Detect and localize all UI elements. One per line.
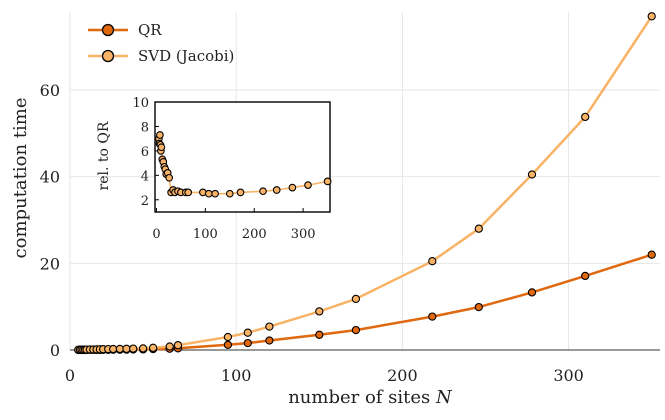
inset-y-tick-label: 8 <box>141 120 149 135</box>
data-point-qr <box>474 302 483 312</box>
inset-data-point <box>259 187 267 196</box>
inset-x-tick-label: 0 <box>152 227 160 242</box>
inset-data-point <box>204 189 213 198</box>
main-series <box>74 12 656 355</box>
inset-tick-labels: 0 100 200 300 2 4 6 8 10 <box>132 96 315 242</box>
data-point-svd <box>581 112 590 122</box>
inset-y-axis-label: rel. to QR <box>96 121 112 190</box>
y-tick-label: 20 <box>40 254 60 273</box>
legend-svd-marker <box>101 49 115 63</box>
data-point-svd <box>243 328 252 337</box>
data-point-svd <box>165 342 174 351</box>
data-point-svd <box>474 224 483 233</box>
inset-x-tick-label: 300 <box>291 227 316 242</box>
inset-data-point <box>236 188 245 197</box>
inset-data-point <box>323 177 332 186</box>
inset-data-point <box>288 183 297 192</box>
inset-y-tick-label: 6 <box>141 145 149 160</box>
legend-qr-marker <box>101 23 115 37</box>
data-point-qr <box>265 336 274 345</box>
x-tick-label: 300 <box>553 366 584 385</box>
data-point-svd <box>527 170 537 179</box>
inset-y-tick-label: 4 <box>141 169 149 184</box>
data-point-svd <box>428 257 437 266</box>
x-tick-label: 200 <box>387 366 418 385</box>
data-point-svd <box>109 344 118 354</box>
data-point-qr <box>315 330 324 339</box>
data-point-qr <box>527 288 537 297</box>
y-axis-label: computation time <box>10 98 31 259</box>
data-point-svd <box>647 12 656 21</box>
x-tick-label: 0 <box>65 366 75 385</box>
data-point-svd <box>315 307 324 316</box>
data-point-qr <box>581 271 590 281</box>
inset-data-point <box>304 181 312 189</box>
legend-qr-label: QR <box>138 21 162 39</box>
inset-x-tick-label: 200 <box>242 227 267 242</box>
data-point-svd <box>173 341 183 350</box>
data-point-qr <box>428 312 437 321</box>
data-point-qr <box>351 325 361 335</box>
inset-chart: 0 100 200 300 2 4 6 8 10 rel. to QR <box>96 96 332 242</box>
inset-data-point <box>211 189 219 198</box>
data-point-svd <box>223 332 233 342</box>
inset-data-point <box>157 143 166 152</box>
inset-frame <box>154 101 331 213</box>
inset-y-tick-label: 10 <box>132 96 149 111</box>
x-tick-label: 100 <box>221 366 252 385</box>
series-line-qr <box>78 253 653 352</box>
data-point-svd <box>148 343 158 352</box>
y-tick-label: 0 <box>50 341 60 360</box>
data-point-svd <box>138 344 148 353</box>
data-point-svd <box>129 344 138 353</box>
inset-data-point <box>165 173 174 182</box>
data-point-svd <box>122 344 131 353</box>
inset-series <box>155 131 332 198</box>
legend-svd-label: SVD (Jacobi) <box>138 47 234 65</box>
x-axis-label: number of sites N <box>288 387 453 408</box>
inset-data-point <box>272 186 281 194</box>
y-tick-label: 40 <box>40 168 60 187</box>
inset-data-point <box>156 131 164 139</box>
inset-data-point <box>184 188 193 197</box>
data-point-qr <box>243 338 252 348</box>
data-point-svd <box>265 322 274 331</box>
y-tick-label: 60 <box>40 81 60 100</box>
data-point-svd <box>351 294 361 304</box>
inset-x-tick-label: 100 <box>193 227 218 242</box>
legend: QR SVD (Jacobi) <box>88 21 234 65</box>
inset-y-tick-label: 2 <box>141 194 149 209</box>
data-point-qr <box>647 250 656 259</box>
inset-data-point <box>225 189 234 198</box>
data-point-qr <box>223 340 233 349</box>
